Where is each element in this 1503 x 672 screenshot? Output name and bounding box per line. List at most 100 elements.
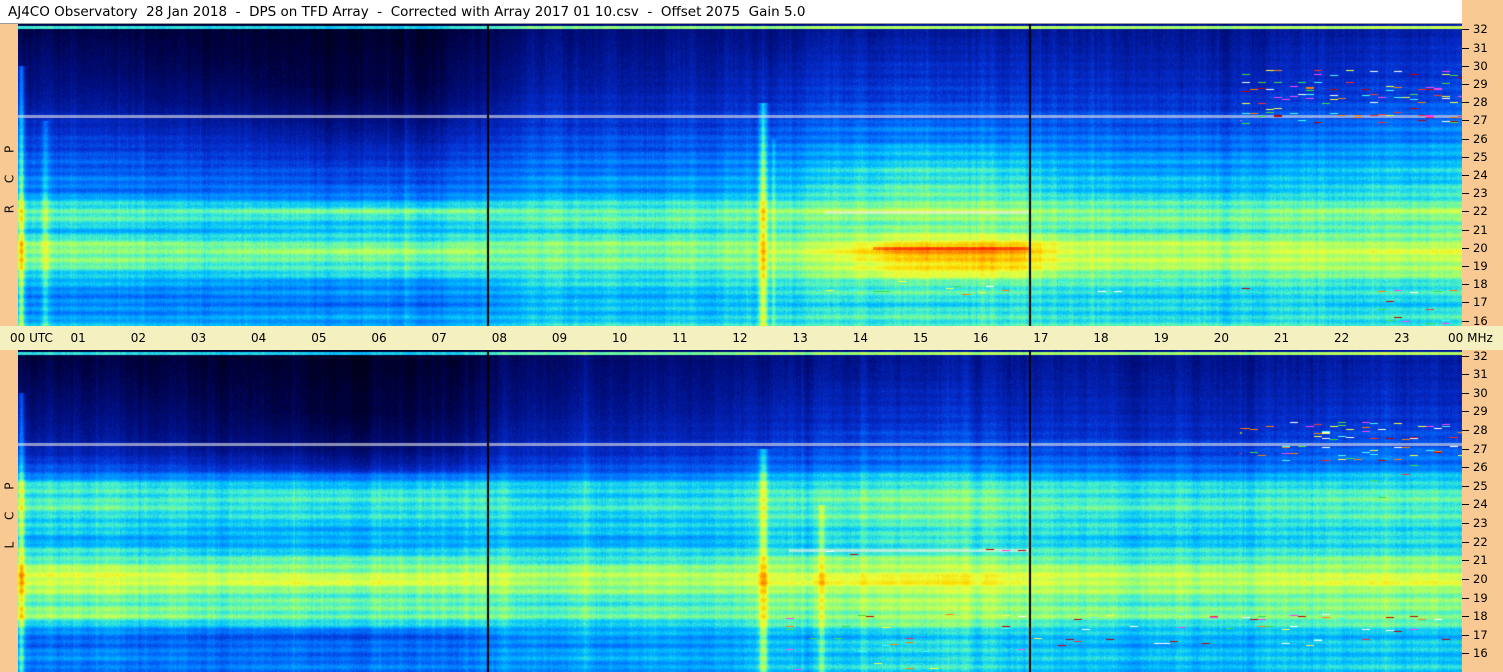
frequency-tick bbox=[1462, 486, 1469, 487]
frequency-tick bbox=[1462, 248, 1469, 249]
frequency-scale-lcp: 32 31 30 29 28 27 26 25 24 23 22 21 20 19 18 17 16 bbox=[1462, 349, 1503, 672]
frequency-tick bbox=[1462, 66, 1469, 67]
time-tick-label: 06 bbox=[371, 331, 387, 345]
frequency-tick-label: 20 bbox=[1473, 572, 1488, 586]
frequency-tick-label: 27 bbox=[1473, 442, 1488, 456]
frequency-tick bbox=[1462, 230, 1469, 231]
frequency-tick bbox=[1462, 211, 1469, 212]
time-tick-label: 05 bbox=[311, 331, 327, 345]
frequency-tick bbox=[1462, 302, 1469, 303]
frequency-tick-label: 30 bbox=[1473, 59, 1488, 73]
frequency-tick-label: 28 bbox=[1473, 423, 1488, 437]
time-tick-label: 04 bbox=[251, 331, 267, 345]
frequency-tick bbox=[1462, 598, 1469, 599]
frequency-tick-label: 27 bbox=[1473, 113, 1488, 127]
frequency-tick bbox=[1462, 467, 1469, 468]
frequency-tick-label: 23 bbox=[1473, 186, 1488, 200]
frequency-tick bbox=[1462, 321, 1469, 322]
frequency-tick bbox=[1462, 120, 1469, 121]
polarization-text-lcp: L C P bbox=[2, 473, 16, 549]
frequency-tick bbox=[1462, 193, 1469, 194]
frequency-tick-label: 17 bbox=[1473, 628, 1488, 642]
frequency-tick-label: 26 bbox=[1473, 460, 1488, 474]
time-tick-label: 16 bbox=[973, 331, 989, 345]
time-tick-label: 03 bbox=[190, 331, 207, 345]
title-bar: AJ4CO Observatory 28 Jan 2018 - DPS on T… bbox=[0, 0, 1462, 24]
frequency-tick bbox=[1462, 560, 1469, 561]
frequency-tick bbox=[1462, 175, 1469, 176]
spectrogram-lcp bbox=[18, 350, 1462, 672]
time-tick-label: 23 bbox=[1394, 331, 1410, 345]
time-tick-label: 07 bbox=[431, 331, 447, 345]
polarization-text-rcp: R C P bbox=[2, 136, 16, 214]
frequency-tick bbox=[1462, 653, 1469, 654]
frequency-tick-label: 16 bbox=[1473, 646, 1488, 660]
time-tick-label: 22 bbox=[1334, 331, 1350, 345]
time-tick-label: 11 bbox=[672, 331, 688, 345]
polarization-label-rcp: R C P bbox=[0, 24, 18, 326]
time-tick-label: 20 bbox=[1213, 331, 1229, 345]
frequency-tick bbox=[1462, 579, 1469, 580]
frequency-tick-label: 25 bbox=[1473, 479, 1488, 493]
frequency-tick-label: 29 bbox=[1473, 77, 1488, 91]
frequency-tick bbox=[1462, 635, 1469, 636]
time-tick-label: 10 bbox=[612, 331, 628, 345]
frequency-tick bbox=[1462, 430, 1469, 431]
frequency-tick-label: 28 bbox=[1473, 95, 1488, 109]
frequency-tick bbox=[1462, 102, 1469, 103]
time-tick-label: 21 bbox=[1273, 331, 1290, 345]
frequency-tick-label: 22 bbox=[1473, 535, 1488, 549]
frequency-tick bbox=[1462, 393, 1469, 394]
frequency-tick bbox=[1462, 616, 1469, 617]
frequency-tick bbox=[1462, 523, 1469, 524]
frequency-tick-label: 32 bbox=[1473, 349, 1488, 363]
frequency-tick-label: 16 bbox=[1473, 314, 1488, 328]
frequency-tick bbox=[1462, 284, 1469, 285]
polarization-label-lcp: L C P bbox=[0, 350, 18, 672]
frequency-tick-label: 25 bbox=[1473, 150, 1488, 164]
time-tick-label: 15 bbox=[912, 331, 929, 345]
frequency-tick-label: 24 bbox=[1473, 497, 1488, 511]
frequency-tick-label: 17 bbox=[1473, 295, 1488, 309]
frequency-tick bbox=[1462, 449, 1469, 450]
frequency-tick-label: 30 bbox=[1473, 386, 1488, 400]
time-tick-label: 19 bbox=[1153, 331, 1169, 345]
time-tick-label: 09 bbox=[551, 331, 568, 345]
spectrogram-rcp bbox=[18, 24, 1462, 326]
frequency-tick-label: 20 bbox=[1473, 241, 1488, 255]
time-tick-label: 00 UTC bbox=[10, 331, 53, 345]
page-title: AJ4CO Observatory 28 Jan 2018 - DPS on T… bbox=[8, 4, 806, 20]
frequency-tick-label: 18 bbox=[1473, 609, 1488, 623]
frequency-tick-label: 19 bbox=[1473, 591, 1488, 605]
frequency-tick-label: 22 bbox=[1473, 204, 1488, 218]
frequency-tick bbox=[1462, 84, 1469, 85]
frequency-scale-rcp: 32 31 30 29 28 27 26 25 24 23 22 21 20 19 18 17 16 bbox=[1462, 22, 1503, 328]
time-axis: 00 UTC 01 02 03 04 05 06 07 08 09 10 11 12 13 14 15 16 17… bbox=[0, 326, 1503, 350]
frequency-tick-label: 24 bbox=[1473, 168, 1488, 182]
frequency-tick bbox=[1462, 374, 1469, 375]
time-tick-label: 12 bbox=[732, 331, 748, 345]
time-tick-label: 01 bbox=[70, 331, 86, 345]
frequency-tick-label: 23 bbox=[1473, 516, 1488, 530]
time-tick-label: 14 bbox=[852, 331, 868, 345]
frequency-tick-label: 19 bbox=[1473, 259, 1488, 273]
time-tick-label: 17 bbox=[1033, 331, 1049, 345]
frequency-tick bbox=[1462, 48, 1469, 49]
time-tick-label: 18 bbox=[1093, 331, 1109, 345]
frequency-tick bbox=[1462, 542, 1469, 543]
frequency-tick-label: 26 bbox=[1473, 132, 1488, 146]
time-tick-label: 08 bbox=[491, 331, 507, 345]
frequency-tick-label: 29 bbox=[1473, 404, 1488, 418]
frequency-tick bbox=[1462, 29, 1469, 30]
frequency-tick bbox=[1462, 504, 1469, 505]
frequency-tick-label: 21 bbox=[1473, 223, 1488, 237]
frequency-tick bbox=[1462, 266, 1469, 267]
frequency-tick-label: 21 bbox=[1473, 553, 1488, 567]
frequency-tick-label: 31 bbox=[1473, 41, 1488, 55]
frequency-tick bbox=[1462, 157, 1469, 158]
frequency-tick-label: 31 bbox=[1473, 367, 1488, 381]
frequency-tick bbox=[1462, 411, 1469, 412]
frequency-tick-label: 32 bbox=[1473, 22, 1488, 36]
frequency-tick bbox=[1462, 356, 1469, 357]
